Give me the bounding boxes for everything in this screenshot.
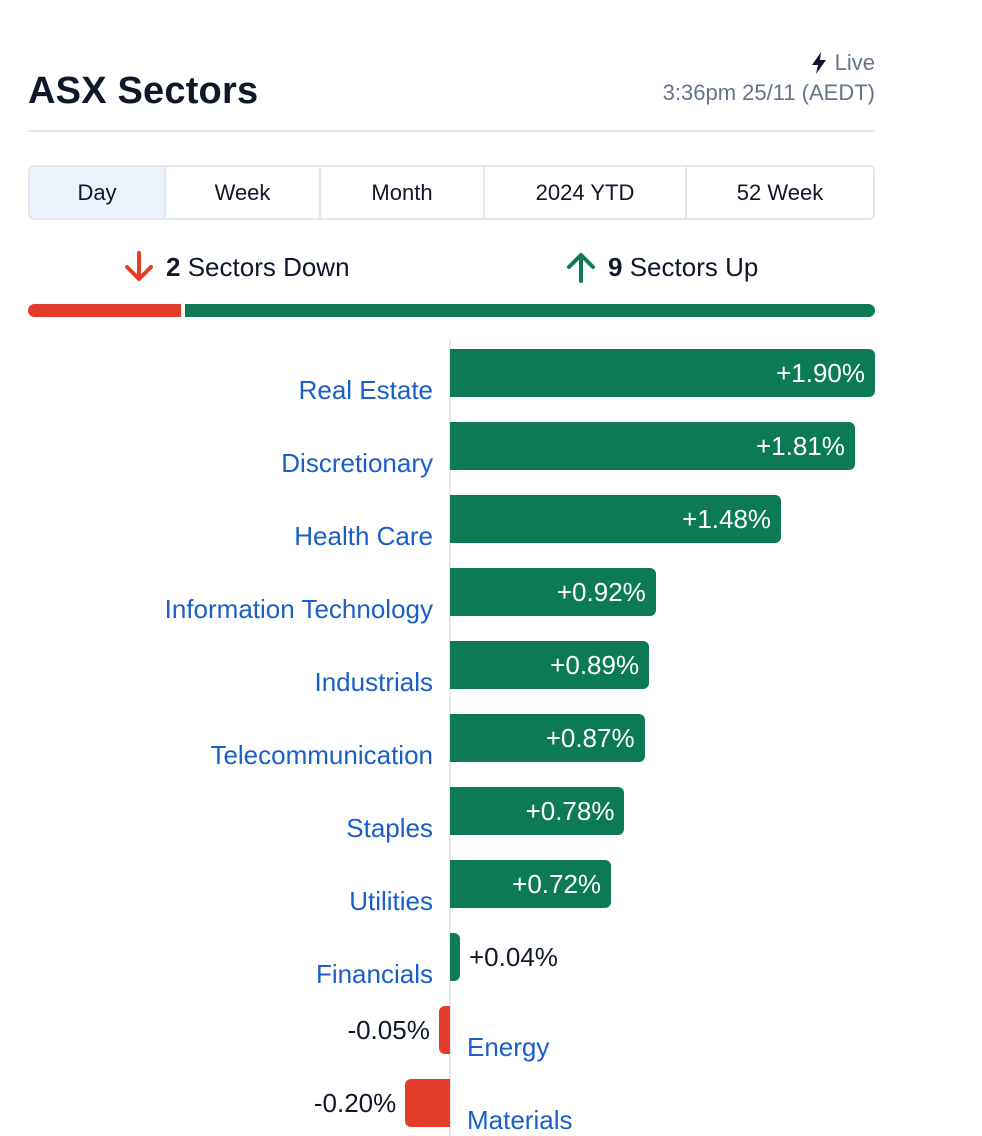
bar-financials [450, 933, 460, 981]
tab-52-week[interactable]: 52 Week [687, 167, 873, 218]
live-label: Live [834, 50, 875, 75]
sectors-up-label: Sectors Up [629, 251, 759, 282]
page-title: ASX Sectors [28, 70, 259, 112]
value-label-telecommunication: +0.87% [545, 723, 635, 753]
sector-link-utilities[interactable]: Utilities [349, 886, 433, 916]
bar-staples [450, 787, 625, 835]
bar-health-care [450, 495, 782, 543]
tab-month[interactable]: Month [321, 167, 485, 218]
sectors-up-summary: 9 Sectors Up [564, 250, 758, 284]
sector-link-staples[interactable]: Staples [346, 813, 433, 843]
sectors-down-summary: 2 Sectors Down [122, 250, 350, 284]
value-label-utilities: +0.72% [512, 869, 602, 899]
sector-link-materials[interactable]: Materials [467, 1105, 573, 1135]
bar-information-technology [450, 568, 656, 616]
sector-summary: 2 Sectors Down 9 Sectors Up [28, 250, 875, 294]
bar-discretionary [450, 422, 855, 470]
tab-day[interactable]: Day [30, 167, 166, 218]
sector-link-telecommunication[interactable]: Telecommunication [210, 740, 433, 770]
header: ASX Sectors Live 3:36pm 25/11 (AEDT) [28, 48, 875, 132]
sectors-down-label: Sectors Down [187, 251, 350, 282]
value-label-information-technology: +0.92% [556, 577, 646, 607]
sector-link-energy[interactable]: Energy [467, 1032, 550, 1062]
sector-link-real-estate[interactable]: Real Estate [298, 375, 433, 405]
sectors-down-count: 2 [166, 251, 181, 282]
tab-week[interactable]: Week [166, 167, 321, 218]
sector-link-health-care[interactable]: Health Care [294, 521, 433, 551]
bar-telecommunication [450, 714, 645, 762]
sector-link-information-technology[interactable]: Information Technology [164, 594, 433, 624]
sector-link-financials[interactable]: Financials [315, 959, 433, 989]
period-tabs: Day Week Month 2024 YTD 52 Week [28, 165, 875, 220]
sector-link-discretionary[interactable]: Discretionary [281, 448, 433, 478]
tab-2024-ytd[interactable]: 2024 YTD [485, 167, 687, 218]
live-indicator: Live [811, 50, 875, 76]
value-label-energy: -0.05% [347, 1015, 430, 1045]
sector-link-industrials[interactable]: Industrials [314, 667, 434, 697]
value-label-industrials: +0.89% [550, 650, 640, 680]
sectors-up-count: 9 [608, 251, 623, 282]
bar-industrials [450, 641, 650, 689]
value-label-materials: -0.20% [313, 1088, 397, 1118]
arrow-up-icon [567, 253, 595, 283]
value-label-financials: +0.04% [469, 942, 558, 972]
bar-materials [405, 1079, 450, 1127]
bar-energy [438, 1006, 450, 1054]
bar-utilities [450, 860, 612, 908]
value-label-discretionary: +1.81% [755, 431, 845, 461]
breadth-ratio-bar [28, 304, 875, 317]
value-label-staples: +0.78% [525, 796, 615, 826]
bar-real-estate [450, 349, 875, 397]
sector-bar-chart: +1.90% Real Estate +1.81% Discretionary +1.4… [0, 340, 982, 1136]
timestamp: 3:36pm 25/11 (AEDT) [662, 80, 875, 105]
arrow-down-icon [125, 251, 153, 281]
value-label-health-care: +1.48% [682, 504, 772, 534]
lightning-icon [811, 52, 826, 74]
ratio-bar-up [185, 304, 875, 317]
value-label-real-estate: +1.90% [776, 358, 865, 388]
ratio-bar-down [28, 304, 181, 317]
